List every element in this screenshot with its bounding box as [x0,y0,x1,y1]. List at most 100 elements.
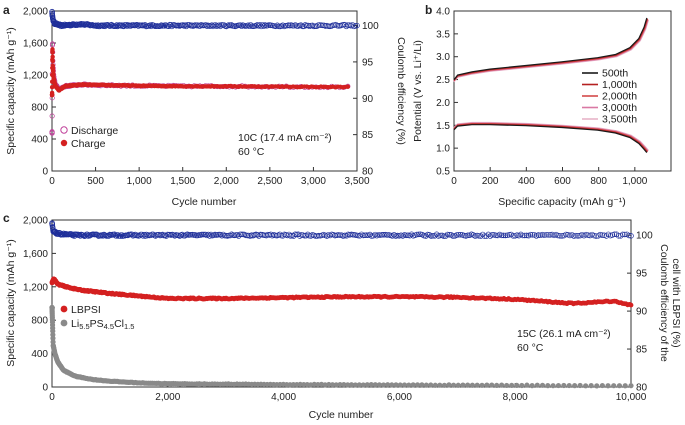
ce-point [208,231,214,238]
y2-tick-label: 95 [636,269,648,280]
ce-point [261,23,267,29]
ce-point [168,22,174,28]
lpsc-point [561,382,567,389]
y-tick-label: 4.0 [436,7,450,18]
ce-point [510,233,516,239]
legend-c: LBPSI Li5.5PS4.5Cl1.5 [60,304,134,331]
legend-marker-lbpsi [60,305,68,313]
lpsc-point [393,382,399,388]
ce-point [557,233,563,239]
ce-point [479,231,486,238]
x-tick-label: 10,000 [616,392,647,403]
y2-tick-label: 80 [362,167,374,178]
y-ticks-b: 0.5 1.0 1.5 2.0 2.5 3.0 3.5 4.0 [436,7,458,178]
lpsc-point [333,382,339,388]
lpsc-point [611,383,617,389]
x-tick-label: 6,000 [387,392,412,403]
lpsc-point [406,382,412,388]
ce-point [237,231,243,238]
ce-point [380,232,387,238]
legend-label: 2,000th [602,91,637,103]
ce-point [583,231,589,238]
x-tick-label: 0 [49,176,55,187]
ce-point [408,231,415,238]
lpsc-point [599,382,605,389]
lpsc-point [519,382,525,389]
lpsc-point [539,382,546,388]
ce-point [257,22,263,28]
ce-point [430,233,436,239]
panel-letter-c: c [3,211,10,225]
ce-point [319,22,326,29]
ce-point [117,233,124,239]
ce-point [117,22,123,28]
discharge-curve [453,124,648,153]
y-axis-label-c: Specific capacity (mAh g⁻¹) [5,239,17,367]
ce-point [158,22,165,28]
x-tick-label: 400 [518,176,535,187]
legend-marker-charge [60,139,68,147]
y-tick-label: 2.0 [436,98,450,109]
ce-point [403,232,410,239]
ce-point [591,232,597,239]
charge-curve [453,17,648,81]
x-tick-label: 2,500 [257,176,282,187]
ce-point [626,232,632,239]
lpsc-point [329,382,336,388]
ce-point [555,232,561,239]
ce-point [465,232,471,239]
ce-point [217,231,224,238]
x-tick-label: 8,000 [503,392,528,403]
legend-label: 3,500th [602,114,637,126]
ce-point [415,231,422,238]
lpsc-point [465,382,471,388]
ce-point [274,22,281,29]
legend-label-discharge: Discharge [71,125,118,137]
panel-letter-b: b [425,3,432,17]
lpsc-point [385,382,391,388]
charge-point [50,47,55,52]
lpsc-point [622,383,628,389]
panel-a: a 0 400 800 1,200 1,600 2,000 80 85 90 95 100 0 50… [3,3,407,208]
ce-point [289,22,296,29]
ce-point [476,233,482,239]
charge-point [345,84,351,89]
lpsc-point [524,382,530,388]
lpsc-point [352,382,358,388]
ce-point [559,233,565,239]
y-tick-label: 0.5 [436,167,450,178]
ce-point [446,231,453,238]
x-ticks-b: 0 200 400 600 800 1,000 [451,167,648,187]
ce-point [219,232,225,239]
y2-axis-label-c-line1: Coulomb efficiency of the [658,244,670,362]
legend-label: 1,000th [602,79,637,91]
lpsc-point [529,383,535,389]
ce-point [358,231,365,238]
ce-point [301,23,307,30]
lpsc-point [616,383,623,389]
lpsc-point [401,382,408,388]
y2-tick-label: 80 [636,383,648,394]
ce-point [547,232,553,238]
lpsc-point [504,382,510,389]
ce-point [391,232,397,238]
lpsc-point [441,382,447,388]
ce-point [362,232,368,239]
ce-point [483,233,490,239]
ce-point [226,22,232,28]
ce-point [585,232,591,238]
ce-point [485,231,492,238]
ce-point [478,233,484,239]
ce-point [259,21,266,28]
ce-point [113,233,120,239]
lpsc-point [419,382,425,388]
x-tick-label: 0 [451,176,457,187]
lpsc-point [356,382,362,388]
ce-point [432,233,438,239]
legend-label: 500th [602,68,628,80]
y-tick-label: 3.0 [436,52,450,63]
ce-point [372,231,378,238]
ce-point [628,233,634,239]
lpsc-point [414,382,421,388]
